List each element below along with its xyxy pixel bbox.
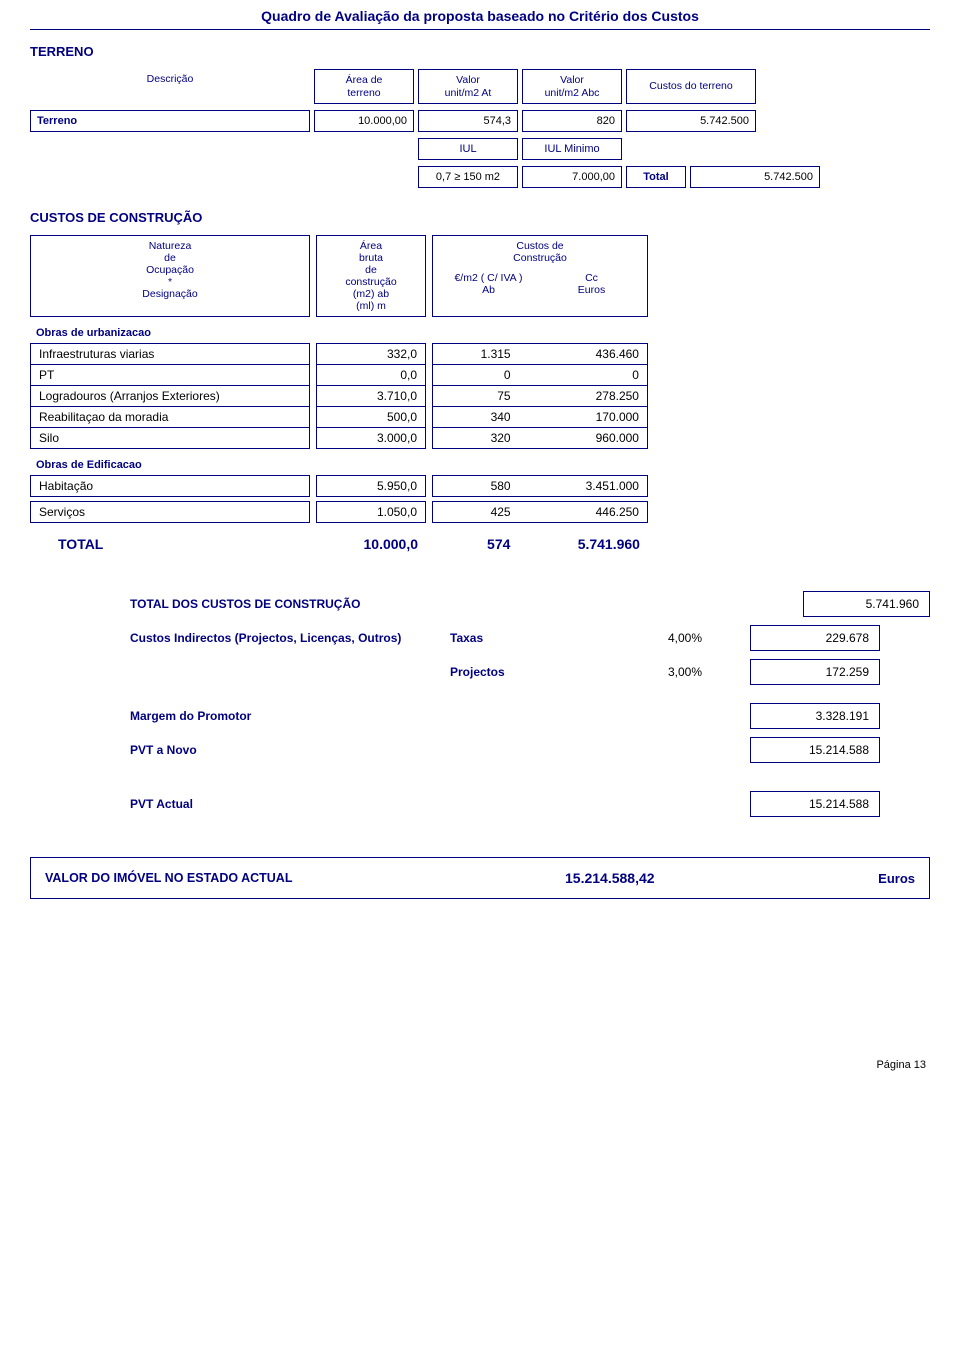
row-values: 00 xyxy=(432,365,648,386)
terreno-col-at: Valor unit/m2 At xyxy=(418,69,518,104)
page-title: Quadro de Avaliação da proposta baseado … xyxy=(30,0,930,30)
terreno-total-lbl: Total xyxy=(626,166,686,188)
table-row: Silo 3.000,0 320960.000 xyxy=(30,428,930,449)
edif-rows: Habitação 5.950,0 5803.451.000 Serviços 1.05… xyxy=(30,475,930,523)
terreno-abc: 820 xyxy=(522,110,622,132)
row-desc: Serviços xyxy=(30,501,310,523)
obras-edif-heading: Obras de Edificacao xyxy=(36,459,930,471)
row-values: 340170.000 xyxy=(432,407,648,428)
iul-cond-val: 7.000,00 xyxy=(522,166,622,188)
total-construcao-val: 5.741.960 xyxy=(803,591,930,617)
terreno-col-area: Área de terreno xyxy=(314,69,414,104)
pvt-actual-line: PVT Actual 15.214.588 xyxy=(30,791,930,817)
row-desc: PT xyxy=(30,365,310,386)
pvt-novo-line: PVT a Novo 15.214.588 xyxy=(30,737,930,763)
row-area: 500,0 xyxy=(316,407,426,428)
pvt-novo-val: 15.214.588 xyxy=(750,737,880,763)
custos-indirectos-line: Custos Indirectos (Projectos, Licenças, … xyxy=(30,625,930,651)
row-desc: Silo xyxy=(30,428,310,449)
row-desc: Logradouros (Arranjos Exteriores) xyxy=(30,386,310,407)
row-values: 5803.451.000 xyxy=(432,475,648,497)
row-values: 1.315436.460 xyxy=(432,343,648,365)
proj-val: 172.259 xyxy=(750,659,880,685)
terreno-table: Descrição Área de terreno Valor unit/m2 … xyxy=(30,69,930,188)
table-row: Logradouros (Arranjos Exteriores) 3.710,0… xyxy=(30,386,930,407)
terreno-custos: 5.742.500 xyxy=(626,110,756,132)
row-area: 3.000,0 xyxy=(316,428,426,449)
taxas-pct: 4,00% xyxy=(610,631,720,645)
table-row: Habitação 5.950,0 5803.451.000 xyxy=(30,475,930,497)
custos-heading: CUSTOS DE CONSTRUÇÃO xyxy=(30,210,930,225)
taxas-val: 229.678 xyxy=(750,625,880,651)
table-row: Infraestruturas viarias 332,0 1.315436.460 xyxy=(30,343,930,365)
terreno-row-label: Terreno xyxy=(30,110,310,132)
table-row: Serviços 1.050,0 425446.250 xyxy=(30,501,930,523)
page-number: Página 13 xyxy=(30,1059,930,1071)
row-area: 0,0 xyxy=(316,365,426,386)
pvt-actual-val: 15.214.588 xyxy=(750,791,880,817)
proj-pct: 3,00% xyxy=(610,665,720,679)
terreno-heading: TERRENO xyxy=(30,44,930,59)
row-area: 5.950,0 xyxy=(316,475,426,497)
row-area: 1.050,0 xyxy=(316,501,426,523)
row-values: 320960.000 xyxy=(432,428,648,449)
terreno-col-desc: Descrição xyxy=(30,69,310,104)
table-row: PT 0,0 00 xyxy=(30,365,930,386)
iul-label: IUL xyxy=(418,138,518,160)
row-desc: Reabilitaçao da moradia xyxy=(30,407,310,428)
iul-cond: 0,7 ≥ 150 m2 xyxy=(418,166,518,188)
row-area: 3.710,0 xyxy=(316,386,426,407)
terreno-col-abc: Valor unit/m2 Abc xyxy=(522,69,622,104)
table-row: Reabilitaçao da moradia 500,0 340170.000 xyxy=(30,407,930,428)
row-values: 75278.250 xyxy=(432,386,648,407)
row-values: 425446.250 xyxy=(432,501,648,523)
terreno-area: 10.000,00 xyxy=(314,110,414,132)
custos-header-block: Natureza de Ocupação * Designação Área b… xyxy=(30,235,930,317)
projectos-line: Projectos 3,00% 172.259 xyxy=(30,659,930,685)
obras-urb-heading: Obras de urbanizacao xyxy=(36,327,930,339)
custos-total-row: TOTAL 10.000,0 574 5.741.960 xyxy=(30,533,930,555)
terreno-col-custos: Custos do terreno xyxy=(626,69,756,104)
urb-rows: Infraestruturas viarias 332,0 1.315436.460… xyxy=(30,343,930,449)
final-value: 15.214.588,42 xyxy=(565,870,868,886)
total-construcao-line: TOTAL DOS CUSTOS DE CONSTRUÇÃO 5.741.960 xyxy=(30,591,930,617)
terreno-at: 574,3 xyxy=(418,110,518,132)
iul-min-label: IUL Minimo xyxy=(522,138,622,160)
margem-val: 3.328.191 xyxy=(750,703,880,729)
margem-line: Margem do Promotor 3.328.191 xyxy=(30,703,930,729)
row-area: 332,0 xyxy=(316,343,426,365)
row-desc: Infraestruturas viarias xyxy=(30,343,310,365)
row-desc: Habitação xyxy=(30,475,310,497)
terreno-total-val: 5.742.500 xyxy=(690,166,820,188)
final-value-box: VALOR DO IMÓVEL NO ESTADO ACTUAL 15.214.… xyxy=(30,857,930,899)
